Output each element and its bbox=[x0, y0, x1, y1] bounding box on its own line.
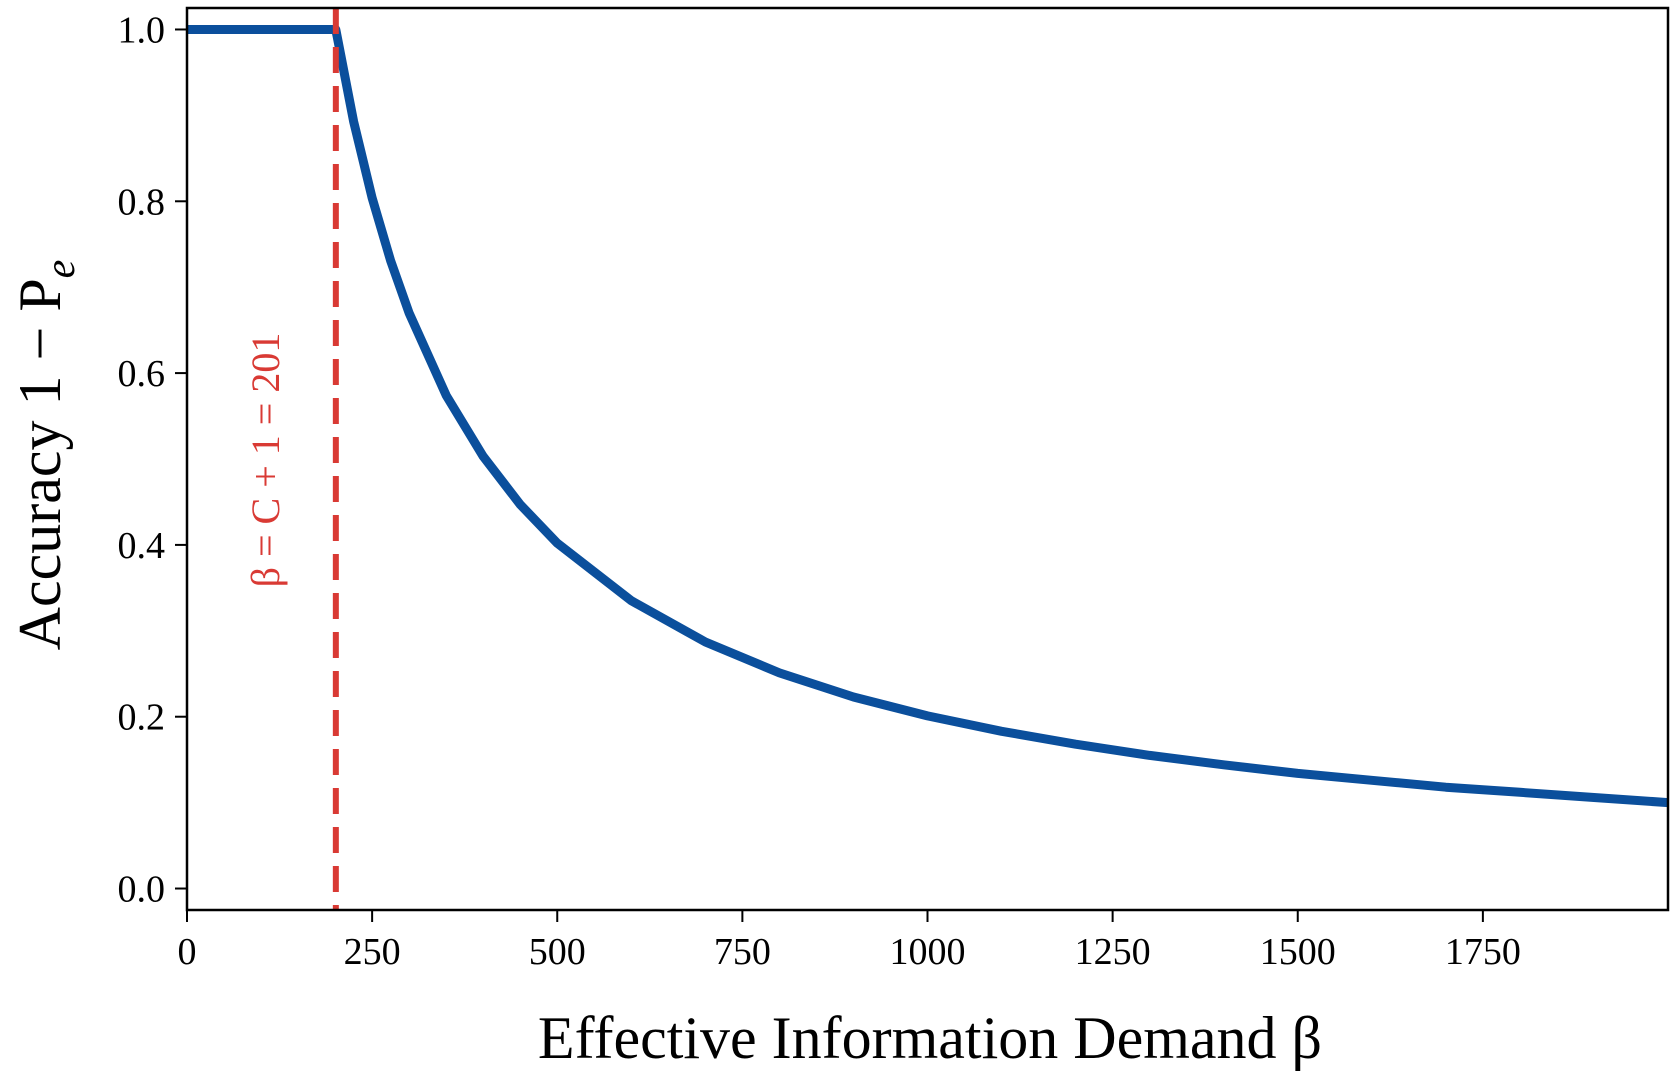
y-axis: 0.0 0.2 0.4 0.6 0.8 1.0 bbox=[118, 9, 187, 911]
x-tick-label: 1000 bbox=[890, 931, 966, 973]
x-tick-label: 1250 bbox=[1075, 931, 1151, 973]
x-tick-label: 1500 bbox=[1260, 931, 1336, 973]
y-tick-label: 0.6 bbox=[118, 353, 166, 395]
series-layer bbox=[187, 25, 1669, 808]
x-axis-label: Effective Information Demand β bbox=[538, 1005, 1322, 1071]
y-tick-label: 1.0 bbox=[118, 9, 166, 51]
y-tick-label: 0.0 bbox=[118, 869, 166, 911]
series-line-1 bbox=[187, 25, 1669, 808]
x-tick-label: 500 bbox=[529, 931, 586, 973]
x-tick-label: 250 bbox=[344, 931, 401, 973]
x-tick-label: 1750 bbox=[1445, 931, 1521, 973]
y-axis-label: Accuracy 1 − Pe bbox=[7, 260, 84, 651]
x-tick-label: 750 bbox=[714, 931, 771, 973]
x-tick-label: 0 bbox=[178, 931, 197, 973]
y-tick-label: 0.8 bbox=[118, 181, 166, 223]
y-tick-label: 0.2 bbox=[118, 697, 166, 739]
reference-line-label: β = C + 1 = 201 bbox=[243, 333, 288, 588]
x-axis: 0 250 500 750 1000 1250 1500 1750 bbox=[178, 910, 1521, 973]
y-tick-label: 0.4 bbox=[118, 525, 166, 567]
